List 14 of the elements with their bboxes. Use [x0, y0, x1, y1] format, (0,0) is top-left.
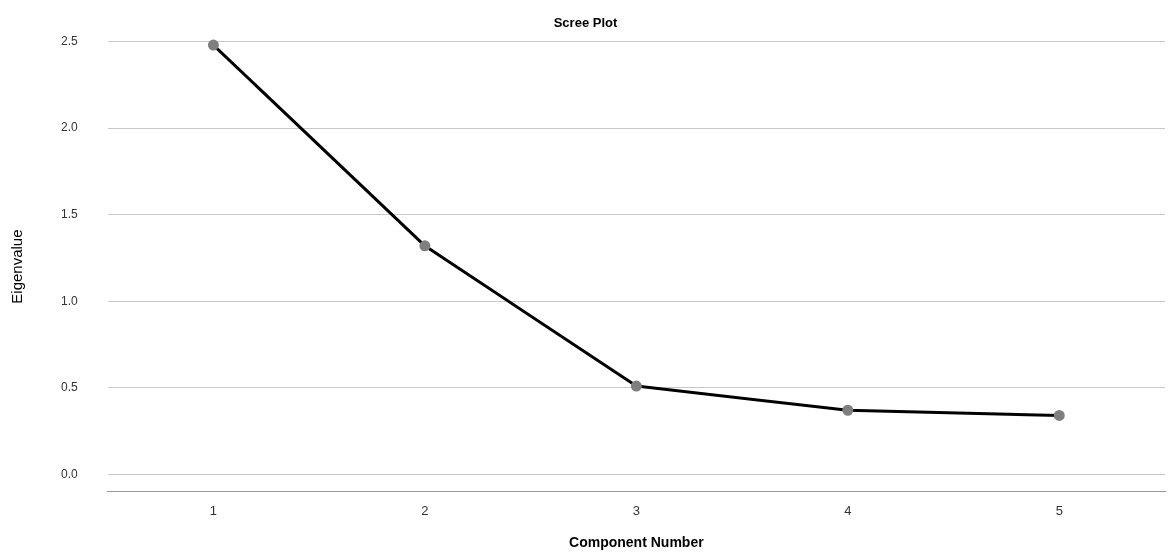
x-tick-label: 5	[1055, 502, 1063, 518]
x-tick-label: 4	[844, 502, 852, 518]
chart-title: Scree Plot	[553, 15, 618, 31]
y-tick-label: 0.5	[60, 380, 78, 395]
y-tick-label: 1.0	[60, 293, 78, 308]
x-tick-label: 3	[632, 502, 640, 518]
y-tick-label: 2.5	[60, 33, 78, 48]
y-tick-label: 1.5	[60, 206, 78, 221]
x-axis-title: Component Number	[569, 534, 705, 551]
y-tick-label: 0.0	[60, 466, 78, 481]
x-tick-label: 1	[209, 502, 218, 518]
y-tick-label: 2.0	[60, 120, 78, 135]
x-tick-label: 2	[421, 502, 429, 518]
y-axis-title: Eigenvalue	[8, 229, 26, 304]
